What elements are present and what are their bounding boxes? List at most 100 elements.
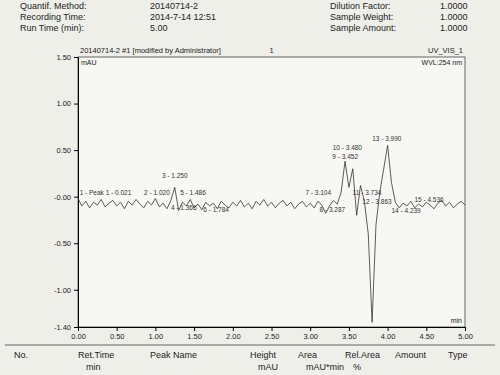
x-tick-label: 0.50 [110,332,125,341]
x-tick: 3.00 [303,327,318,341]
x-tick-label: 4.00 [381,332,396,341]
y-tick-label: -0.00 [54,193,71,202]
y-tick: -0.50 [54,239,78,248]
header-value: 1.0000 [440,1,468,11]
x-tick: 1.00 [149,327,164,341]
y-tick: 0.50 [56,146,78,155]
column-name: Type [448,350,468,360]
x-tick-label: 2.00 [226,332,241,341]
plot-frame [78,57,465,327]
y-tick-mark [74,197,78,198]
x-tick-mark [117,327,118,331]
peak-label: 2 - 1.020 [144,189,170,196]
peak-label: 13 - 3.990 [372,135,402,142]
plot-marks [78,145,465,322]
header-value: 2014-7-14 12:51 [150,12,216,22]
peak-label: 1 - Peak 1 - 0.021 [80,189,132,196]
x-tick-label: 5.00 [458,332,473,341]
y-axis-line [74,58,79,328]
y-tick: -1.40 [54,323,78,332]
column-unit: mAU*min [306,362,344,372]
header-label: Dilution Factor: [330,1,391,11]
table-header: No.Ret.TimeminPeak NameHeightmAUAreamAU*… [5,345,495,372]
x-tick-mark [465,327,466,331]
header-value: 1.0000 [440,23,468,33]
x-tick: 3.50 [342,327,357,341]
peak-label: 10 - 3.480 [333,144,363,151]
y-axis: -1.40 -1.00 -0.50 -0.00 0.50 1.00 1.50 [54,53,79,332]
y-tick: 1.50 [56,53,78,62]
peak-label: 7 - 3.104 [305,189,331,196]
x-tick-mark [78,327,79,331]
peak-label: 3 - 1.250 [162,172,188,179]
signal-line [78,145,465,322]
header-label: Quantif. Method: [20,1,87,11]
y-tick-mark [74,57,78,58]
x-tick: 0.00 [71,327,86,341]
x-tick-mark [233,327,234,331]
column-name: Amount [395,350,427,360]
header-label: Sample Amount: [330,23,396,33]
x-tick-label: 0.00 [71,332,86,341]
x-tick-mark [194,327,195,331]
column-name: Ret.Time [78,350,114,360]
x-tick: 1.50 [187,327,202,341]
x-tick-mark [155,327,156,331]
header-value: 20140714-2 [150,1,198,11]
header: Quantif. Method:20140714-2Recording Time… [20,1,468,33]
x-tick-label: 4.50 [419,332,434,341]
y-tick-label: -1.40 [54,323,71,332]
x-tick: 5.00 [458,327,473,341]
page: Quantif. Method:20140714-2Recording Time… [0,0,500,375]
x-tick-label: 1.50 [187,332,202,341]
y-tick-label: -0.50 [54,239,71,248]
y-tick: -0.00 [54,193,78,202]
x-tick-mark [426,327,427,331]
header-value: 1.0000 [440,12,468,22]
x-tick-mark [388,327,389,331]
column-name: No. [14,350,28,360]
peak-label: 14 - 4.239 [391,207,421,214]
y-tick-label: -1.00 [54,286,71,295]
y-tick-mark [74,104,78,105]
header-label: Run Time (min): [20,23,84,33]
peak-label: 8 - 3.287 [320,206,346,213]
x-tick-mark [272,327,273,331]
peak-label: 11 - 3.734 [353,189,382,196]
y-tick: -1.00 [54,286,78,295]
column-name: Rel.Area [345,350,380,360]
column-unit: % [353,362,361,372]
x-tick: 0.50 [110,327,125,341]
y-tick: 1.00 [56,99,78,108]
x-tick-label: 1.00 [149,332,164,341]
plot-texts: 20140714-2 #1 [modified by Administrator… [80,46,463,324]
peak-label: 12 - 3.863 [362,198,392,205]
x-tick-label: 3.50 [342,332,357,341]
x-tick-label: 2.50 [265,332,280,341]
header-label: Sample Weight: [330,12,393,22]
x-tick-label: 3.00 [303,332,318,341]
x-axis-line [79,328,466,332]
peak-label: 15 - 4.536 [414,196,444,203]
x-tick: 4.50 [419,327,434,341]
column-name: Height [250,350,277,360]
x-tick: 2.50 [265,327,280,341]
x-axis: 0.00 0.50 1.00 1.50 2.00 2.50 3.00 3.50 4.00 4.50… [71,327,473,341]
y-tick-mark [74,327,78,328]
x-tick: 4.00 [381,327,396,341]
x-axis-title: min [451,317,462,324]
wavelength: WVL:254 nm [422,59,463,66]
x-tick-mark [310,327,311,331]
table-rule [5,345,495,346]
y-axis-title: mAU [81,59,97,66]
chart-title: 20140714-2 #1 [modified by Administrator… [80,46,221,55]
channel: UV_VIS_1 [428,46,463,55]
chart-number: 1 [269,46,273,55]
y-tick-mark [74,243,78,244]
x-tick: 2.00 [226,327,241,341]
y-tick-mark [74,290,78,291]
peak-label: 4 - 1.366 [171,204,197,211]
column-name: Area [298,350,317,360]
peak-label: 9 - 3.452 [332,153,358,160]
y-tick-label: 1.00 [56,99,71,108]
